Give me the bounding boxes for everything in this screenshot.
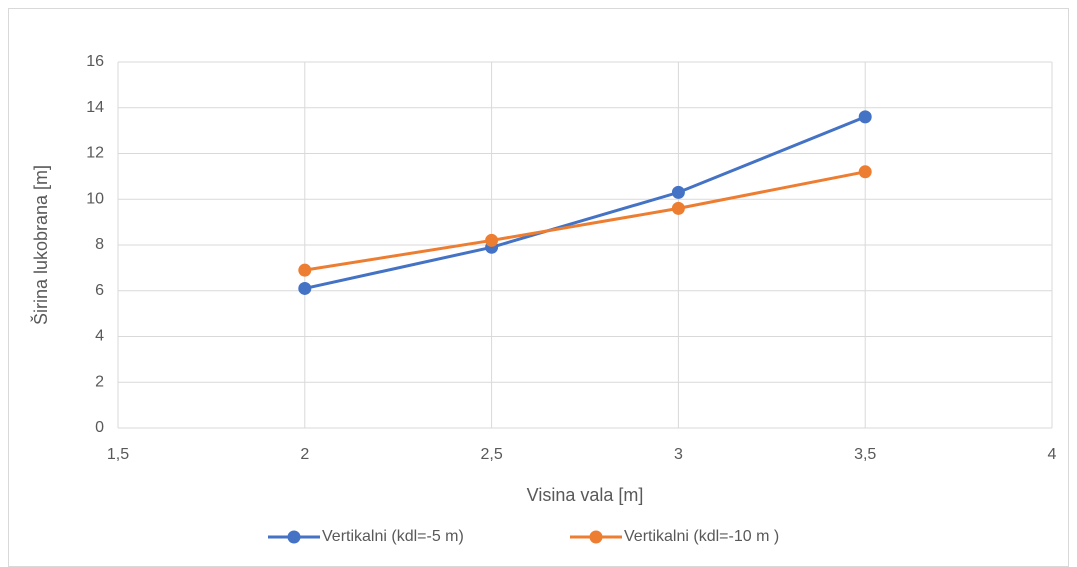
y-tick-label: 16 xyxy=(86,53,104,70)
legend-marker xyxy=(287,530,301,544)
data-point xyxy=(298,281,312,295)
y-tick-label: 12 xyxy=(86,145,104,162)
chart-border xyxy=(8,8,1069,567)
y-tick-label: 4 xyxy=(95,328,104,345)
x-tick-label: 1,5 xyxy=(107,446,129,463)
data-point xyxy=(858,110,872,124)
series-line xyxy=(304,170,866,272)
y-tick-label: 10 xyxy=(86,190,104,207)
series-line xyxy=(304,115,866,290)
x-axis-label: Visina vala [m] xyxy=(527,485,644,505)
data-point xyxy=(858,165,872,179)
data-point xyxy=(298,263,312,277)
y-tick-label: 6 xyxy=(95,282,104,299)
y-tick-label: 0 xyxy=(95,419,104,436)
data-point xyxy=(485,233,499,247)
x-tick-label: 4 xyxy=(1048,446,1057,463)
x-tick-label: 2 xyxy=(300,446,309,463)
y-tick-label: 8 xyxy=(95,236,104,253)
legend-marker xyxy=(589,530,603,544)
x-tick-label: 3,5 xyxy=(854,446,876,463)
y-tick-label: 2 xyxy=(95,373,104,390)
y-axis-label: Širina lukobrana [m] xyxy=(30,165,51,325)
x-tick-label: 2,5 xyxy=(480,446,502,463)
legend-label: Vertikalni (kdl=-10 m ) xyxy=(624,528,779,545)
data-point xyxy=(671,185,685,199)
legend-label: Vertikalni (kdl=-5 m) xyxy=(322,528,464,545)
data-point xyxy=(671,201,685,215)
y-tick-label: 14 xyxy=(86,99,104,116)
x-tick-label: 3 xyxy=(674,446,683,463)
